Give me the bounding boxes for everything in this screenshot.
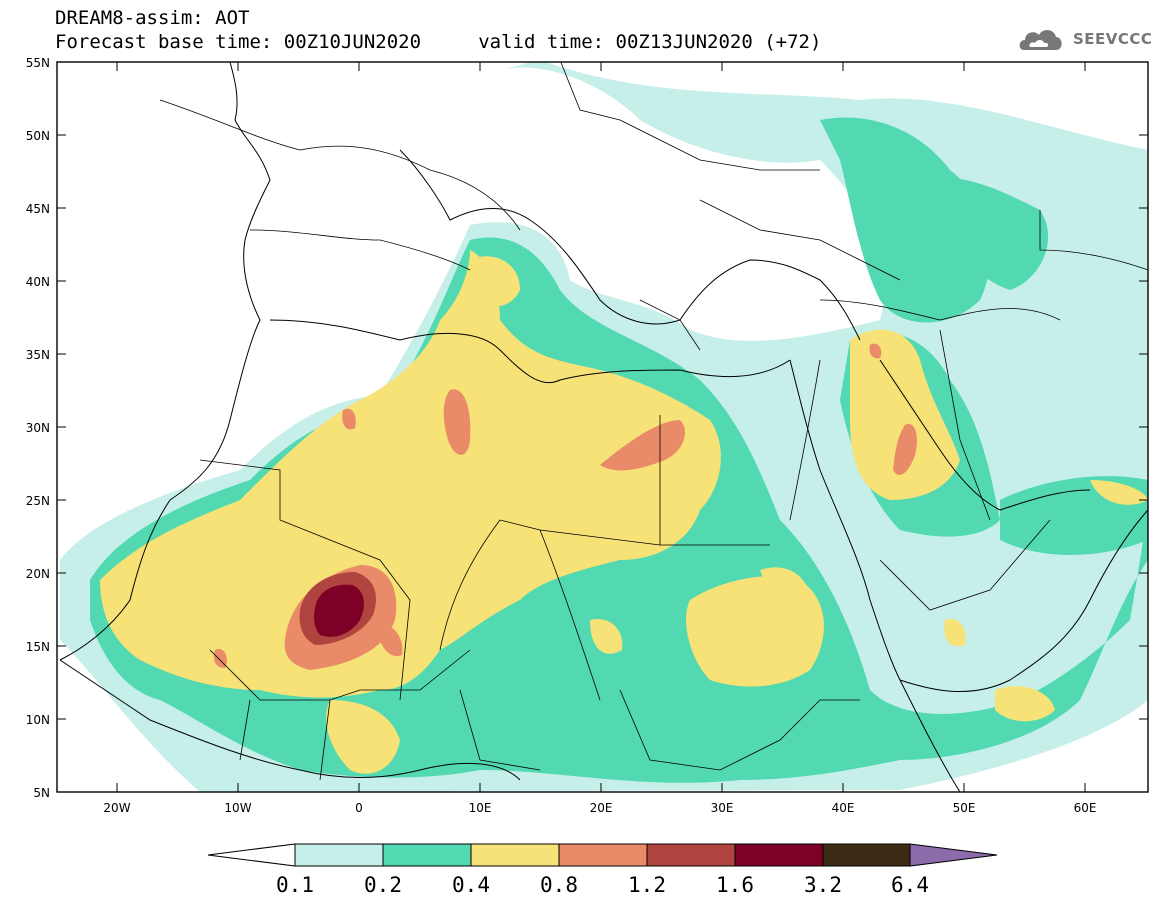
cloud-icon	[1019, 29, 1062, 50]
lon-tick-40E: 40E	[832, 62, 855, 815]
lat-tick-label: 5N	[33, 786, 50, 800]
colorbar-swatch-0.1	[294, 843, 384, 867]
lon-tick-20W: 20W	[103, 62, 131, 815]
lon-tick-label: 60E	[1074, 801, 1097, 815]
lat-tick-45N: 45N	[26, 202, 1148, 216]
forecast-time-subtitle: Forecast base time: 00Z10JUN2020 valid t…	[55, 31, 822, 53]
lon-axis: 20W 10W 0 10E 20E 30E 40E 50E 60E	[103, 62, 1096, 815]
lat-tick-55N: 55N	[26, 56, 1148, 70]
lat-tick-label: 40N	[26, 275, 50, 289]
lat-tick-label: 10N	[26, 713, 50, 727]
colorbar-swatch-0.2	[382, 843, 472, 867]
colorbar-swatch-3.2	[822, 843, 911, 867]
lon-tick-20E: 20E	[590, 62, 613, 815]
colorbar-under-triangle	[207, 843, 296, 867]
lon-tick-0: 0	[355, 62, 363, 815]
lat-tick-label: 55N	[26, 56, 50, 70]
lat-tick-30N: 30N	[26, 421, 1148, 435]
colorbar-over-triangle	[909, 843, 998, 867]
map-title: DREAM8-assim: AOT	[55, 7, 250, 29]
colorbar-label: 6.4	[891, 873, 929, 897]
lat-tick-label: 35N	[26, 348, 50, 362]
lat-tick-35N: 35N	[26, 348, 1148, 362]
lat-tick-15N: 15N	[26, 640, 1148, 654]
lat-tick-20N: 20N	[26, 567, 1148, 581]
lat-tick-10N: 10N	[26, 713, 1148, 727]
lat-tick-label: 50N	[26, 129, 50, 143]
country-borders	[159, 62, 1148, 781]
aot-level-0.4	[100, 250, 1148, 774]
colorbar-swatch-0.8	[558, 843, 648, 867]
colorbar-label: 0.1	[276, 873, 314, 897]
colorbar-swatch-1.6	[734, 843, 824, 867]
colorbar-label: 0.4	[452, 873, 490, 897]
lon-tick-60E: 60E	[1074, 62, 1097, 815]
colorbar-label: 3.2	[804, 873, 842, 897]
colorbar-label: 1.2	[628, 873, 666, 897]
lat-tick-40N: 40N	[26, 275, 1148, 289]
lon-tick-label: 0	[355, 801, 363, 815]
lat-tick-25N: 25N	[26, 494, 1148, 508]
lon-tick-label: 30E	[711, 801, 734, 815]
colorbar-label: 0.8	[540, 873, 578, 897]
colorbar-label: 0.2	[364, 873, 402, 897]
lat-tick-50N: 50N	[26, 129, 1148, 143]
coastlines	[59, 62, 1148, 792]
lat-tick-label: 45N	[26, 202, 50, 216]
colorbar-labels: 0.1 0.2 0.4 0.8 1.2 1.6 3.2 6.4	[276, 873, 929, 897]
aot-level-1.6	[314, 584, 364, 637]
lat-tick-label: 15N	[26, 640, 50, 654]
colorbar	[207, 843, 998, 867]
colorbar-label: 1.6	[716, 873, 754, 897]
lat-tick-label: 20N	[26, 567, 50, 581]
lat-axis: 55N 50N 45N 40N 35N 30N 25N 20N 15N 10N …	[26, 56, 1148, 800]
lon-tick-label: 20W	[103, 801, 130, 815]
lat-tick-label: 30N	[26, 421, 50, 435]
lon-tick-label: 10E	[469, 801, 492, 815]
lat-tick-label: 25N	[26, 494, 50, 508]
lon-tick-50E: 50E	[953, 62, 976, 815]
lon-tick-label: 20E	[590, 801, 613, 815]
lat-tick-5N: 5N	[33, 786, 1148, 800]
logo-text: SEEVCCC	[1073, 30, 1153, 48]
lon-tick-label: 40E	[832, 801, 855, 815]
lon-tick-label: 50E	[953, 801, 976, 815]
colorbar-swatch-0.4	[470, 843, 560, 867]
lon-tick-10W: 10W	[224, 62, 252, 815]
lon-tick-label: 10W	[224, 801, 251, 815]
colorbar-swatch-1.2	[646, 843, 736, 867]
lon-tick-10E: 10E	[469, 62, 492, 815]
lon-tick-30E: 30E	[711, 62, 734, 815]
